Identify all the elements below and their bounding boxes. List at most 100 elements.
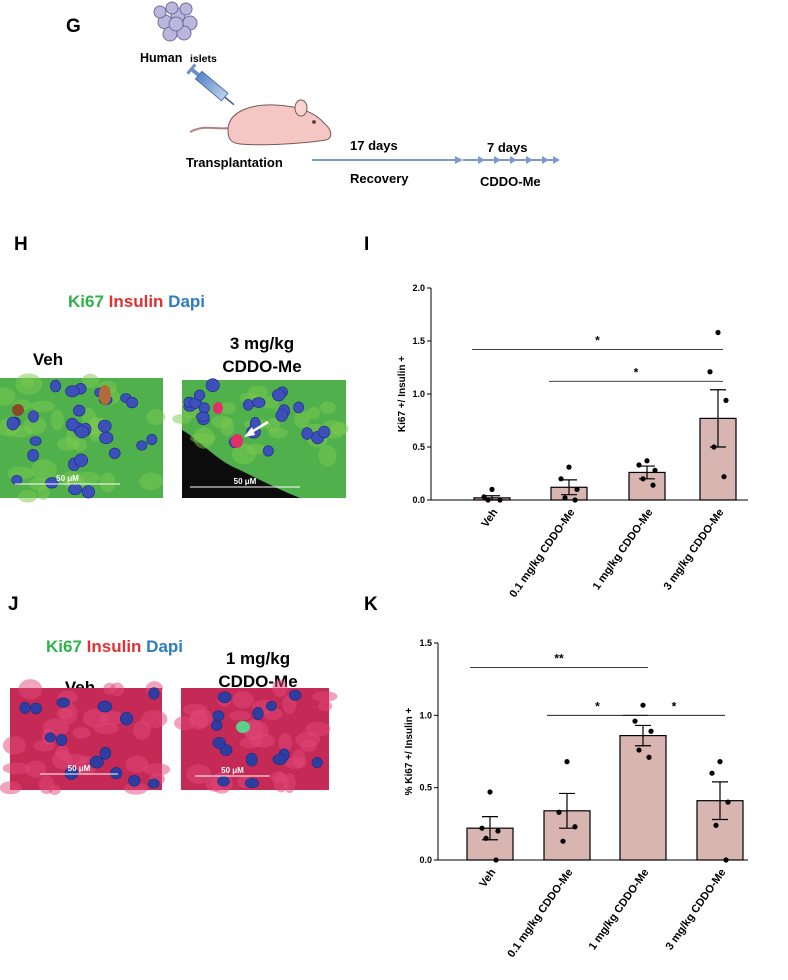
cell: [174, 716, 196, 731]
nucleus: [56, 697, 70, 708]
nucleus: [65, 385, 80, 398]
cell: [50, 409, 64, 431]
data-point: [564, 759, 570, 765]
panel-letter: G: [66, 16, 81, 37]
diagram-text: 17 days: [350, 138, 398, 153]
stain: Ki67: [46, 637, 82, 656]
data-point: [487, 789, 493, 795]
data-point: [648, 728, 654, 734]
nucleus: [148, 687, 160, 700]
nucleus: [266, 700, 277, 712]
nucleus: [275, 408, 288, 422]
cell: [143, 763, 171, 776]
nucleus: [212, 710, 225, 721]
cell: [31, 400, 55, 413]
data-point: [715, 329, 721, 336]
cell: [190, 709, 213, 728]
nucleus: [56, 733, 68, 746]
cell: [305, 721, 331, 737]
stain: Dapi: [146, 637, 183, 656]
scale-bar-label: 50 μM: [56, 474, 79, 483]
nucleus: [28, 410, 39, 423]
nucleus: [289, 689, 302, 701]
nucleus: [30, 702, 42, 715]
stain: Dapi: [168, 292, 205, 311]
significance-label: *: [672, 699, 677, 713]
cell: [141, 709, 168, 728]
cell: [246, 443, 266, 455]
cell: [211, 415, 233, 429]
arrow-head: [455, 156, 463, 164]
cell: [81, 373, 99, 389]
data-point: [632, 718, 638, 724]
image-label: 3 mg/kg: [230, 334, 294, 353]
y-axis-label: Ki67 +/ Insulin +: [397, 356, 408, 432]
scale-bar-label: 50 μM: [68, 764, 91, 773]
data-point: [725, 799, 731, 805]
nucleus: [110, 767, 123, 780]
error-bar: [561, 479, 577, 496]
x-tick-label: 1 mg/kg CDDO-Me: [587, 867, 652, 952]
cell: [31, 459, 57, 481]
cell: [48, 784, 61, 795]
nucleus: [119, 712, 134, 726]
data-point: [560, 838, 566, 844]
stain: Ki67: [68, 292, 104, 311]
x-tick-label: Veh: [479, 507, 500, 530]
cell: [278, 733, 293, 753]
cell: [213, 402, 223, 414]
nucleus: [68, 483, 83, 496]
significance-label: *: [634, 365, 639, 379]
data-point: [723, 397, 729, 403]
cell: [248, 385, 268, 400]
nucleus: [108, 447, 121, 459]
islet-cluster: [153, 1, 198, 42]
nucleus: [128, 774, 141, 787]
data-point: [572, 824, 578, 830]
cell: [318, 701, 333, 712]
cell: [2, 762, 31, 775]
data-point: [713, 822, 719, 828]
cell: [12, 404, 24, 416]
stain-legend: Ki67 Insulin Dapi: [46, 637, 183, 656]
cell: [72, 727, 91, 739]
data-point: [723, 857, 729, 863]
micrograph: [174, 679, 338, 794]
cell: [0, 387, 16, 406]
cell: [125, 755, 149, 773]
data-point: [711, 444, 717, 450]
nucleus: [98, 419, 112, 433]
significance-label: **: [554, 652, 564, 666]
x-tick-label: 1 mg/kg CDDO-Me: [591, 507, 656, 592]
cell: [283, 773, 296, 794]
diagram-text: CDDO-Me: [480, 174, 541, 189]
arrow-head: [244, 427, 255, 437]
cell: [123, 782, 149, 795]
nucleus: [245, 752, 258, 767]
cell: [139, 472, 164, 491]
y-tick-label: 0.5: [419, 783, 432, 793]
cell: [18, 679, 43, 700]
y-tick-label: 1.5: [419, 638, 432, 648]
cell: [232, 690, 254, 709]
data-point: [650, 482, 656, 488]
image-label: 1 mg/kg: [226, 649, 290, 668]
data-point: [485, 497, 491, 503]
data-point: [707, 369, 713, 375]
cell: [56, 707, 73, 720]
nucleus: [205, 378, 220, 392]
nucleus: [50, 379, 62, 393]
nucleus: [29, 436, 42, 446]
cell: [294, 410, 310, 429]
cell: [268, 427, 289, 439]
data-point: [636, 462, 642, 468]
cell: [231, 434, 243, 448]
x-tick-label: 0.1 mg/kg CDDO-Me: [507, 507, 577, 600]
nucleus: [211, 719, 223, 731]
cell: [56, 437, 80, 451]
data-point: [489, 486, 495, 492]
nucleus: [251, 397, 266, 408]
nucleus: [146, 434, 158, 446]
nucleus: [244, 778, 260, 789]
